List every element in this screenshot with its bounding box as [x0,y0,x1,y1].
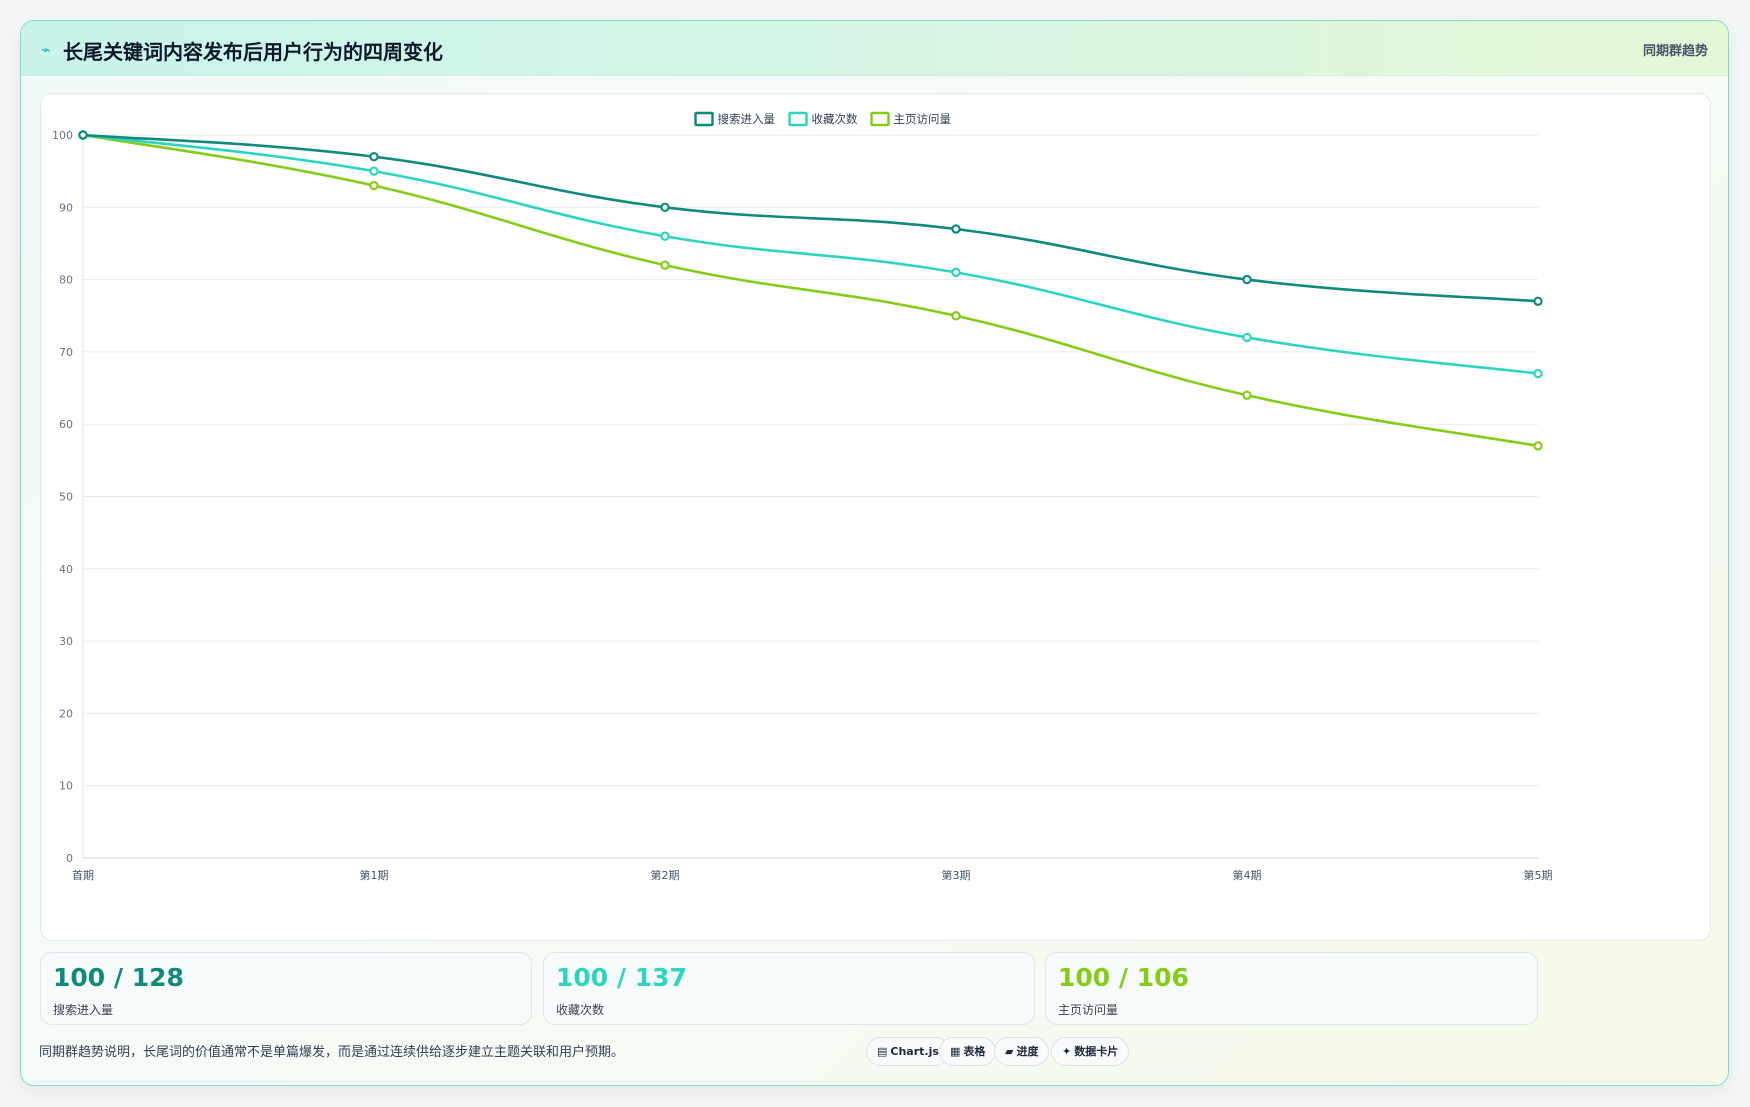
sparkle-icon: ✦ [1062,1045,1072,1058]
kpi-label: 搜索进入量 [53,1003,114,1017]
legend-label: 主页访问量 [894,112,952,126]
kpi-card-homepage: 100 / 106 主页访问量 [1045,952,1538,1025]
card-header: ⌁ 长尾关键词内容发布后用户行为的四周变化 同期群趋势 [21,21,1728,76]
line-chart: 0 10 20 30 40 50 60 70 80 90 100 首期 第1期 第2期 第3期 第4期 第5期 搜… [52,111,1553,882]
chart-title: 长尾关键词内容发布后用户行为的四周变化 [63,40,443,64]
data-point [951,224,961,234]
y-tick-label: 80 [59,274,73,287]
data-point [1242,332,1252,343]
x-tick-label: 第1期 [360,868,389,882]
data-point [369,166,379,176]
legend-label: 搜索进入量 [718,112,776,126]
y-tick-label: 20 [59,707,73,720]
data-point [1533,296,1543,306]
data-point [1533,368,1543,379]
legend: 搜索进入量 收藏次数 主页访问量 [694,111,952,127]
data-point [369,180,379,191]
pill-data-card[interactable]: ✦ 数据卡片 [1051,1037,1130,1066]
data-point [660,202,670,213]
data-point [1242,274,1252,285]
x-tick-label: 第3期 [942,868,971,882]
data-point [951,267,961,278]
pill-label: 数据卡片 [1074,1045,1119,1058]
pill-table[interactable]: ▦ 表格 [939,1037,997,1066]
y-tick-label: 10 [59,780,73,793]
pill-label: 表格 [963,1045,986,1058]
chart-type-tag: 同期群趋势 [1642,44,1708,59]
series-搜索进入量 [78,130,1543,306]
pill-label: 进度 [1016,1045,1039,1058]
kpi-value: 100 / 106 [1058,963,1189,992]
chart-panel: 0 10 20 30 40 50 60 70 80 90 100 首期 第1期 第2期 第3期 第4期 第5期 搜… [40,93,1711,941]
x-tick-label: 第5期 [1524,868,1553,882]
data-point [660,260,670,270]
x-tick-label: 第4期 [1233,868,1262,882]
data-point [369,151,379,162]
y-tick-label: 0 [66,852,73,865]
series-line [81,133,1540,303]
y-tick-label: 30 [59,635,73,648]
series-收藏次数 [78,130,1543,379]
y-tick-label: 70 [59,346,73,359]
legend-swatch [788,111,808,127]
table-icon: ▦ [950,1045,961,1058]
kpi-label: 主页访问量 [1058,1003,1119,1017]
y-tick-label: 100 [52,129,73,142]
x-tick-label: 首期 [72,868,94,882]
progress-icon: ▰ [1005,1045,1014,1058]
series-line [81,133,1540,375]
legend-label: 收藏次数 [812,112,858,126]
series-主页访问量 [78,130,1543,451]
footer-note: 同期群趋势说明，长尾词的价值通常不是单篇爆发，而是通过连续供给逐步建立主题关联和… [39,1045,625,1060]
chart-icon: ▤ [877,1045,888,1058]
kpi-value: 100 / 137 [556,963,687,992]
kpi-card-search: 100 / 128 搜索进入量 [40,952,532,1025]
x-tick-label: 第2期 [651,868,680,882]
data-point [660,231,670,241]
pill-chartjs[interactable]: ▤ Chart.js [866,1037,950,1066]
pill-label: Chart.js [890,1045,939,1058]
series-line [81,133,1540,448]
chart-card: ⌁ 长尾关键词内容发布后用户行为的四周变化 同期群趋势 0 10 20 30 40 50 6… [20,20,1729,1086]
pill-progress[interactable]: ▰ 进度 [994,1037,1050,1066]
y-tick-label: 40 [59,563,73,576]
y-tick-label: 90 [59,201,73,214]
legend-swatch [870,111,890,127]
data-point [1533,441,1543,451]
data-point [1242,390,1252,400]
kpi-card-favorites: 100 / 137 收藏次数 [543,952,1035,1025]
legend-swatch [694,111,714,127]
kpi-label: 收藏次数 [556,1003,605,1017]
data-point [78,130,88,140]
y-tick-label: 60 [59,418,73,431]
trend-icon: ⌁ [41,40,51,59]
data-point [951,311,961,321]
kpi-value: 100 / 128 [53,963,184,992]
y-tick-label: 50 [59,491,73,504]
